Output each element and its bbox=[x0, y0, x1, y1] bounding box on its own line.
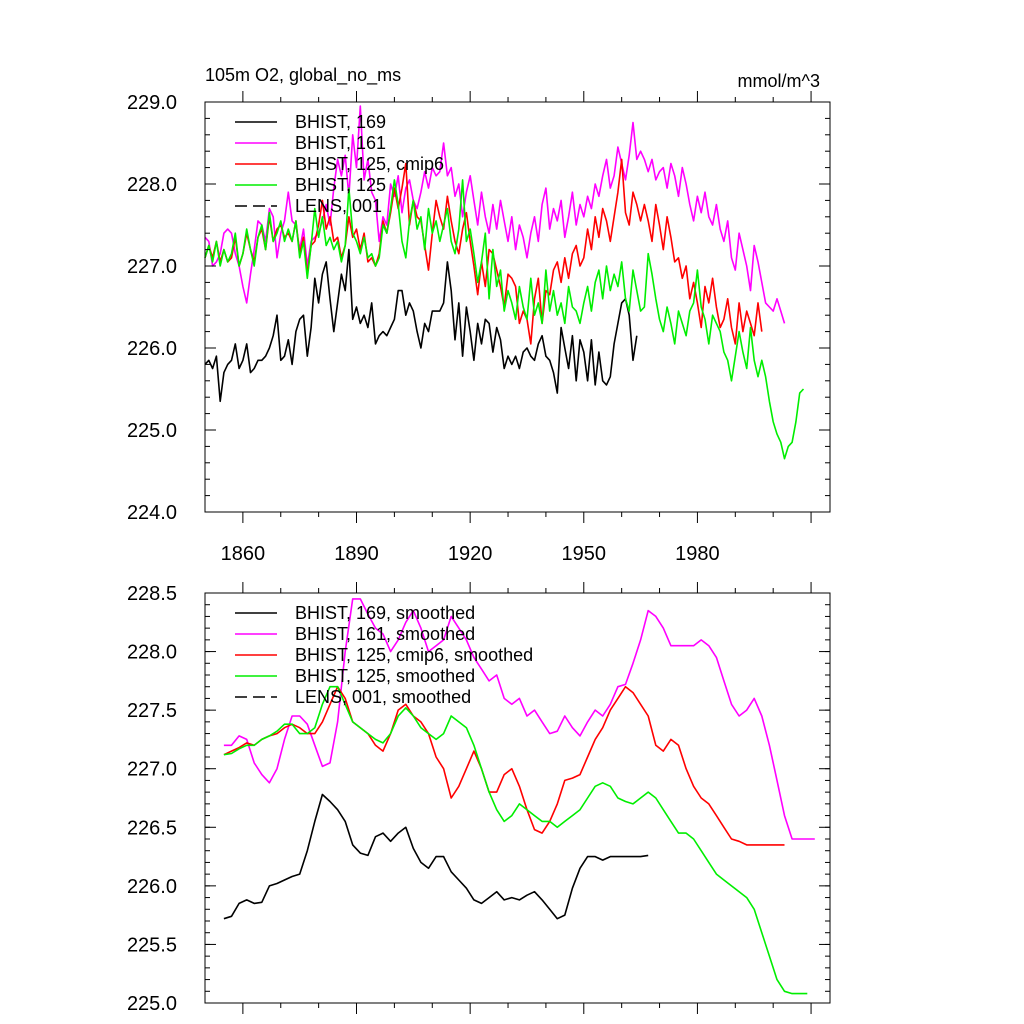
bottom-y-tick-label: 227.0 bbox=[127, 759, 177, 781]
top-ticks-layer: 224.0 225.0 226.0 227.0 228.0 229.0 1860 1890 19… bbox=[127, 91, 830, 565]
top-series-line-4 bbox=[204, 179, 805, 460]
bottom-series-line-3 bbox=[223, 685, 785, 846]
bottom-plot-frame bbox=[204, 592, 831, 1004]
bottom-series-layer bbox=[223, 598, 815, 995]
top-y-tick-label: 224.0 bbox=[127, 502, 177, 524]
top-x-tick-label: 1920 bbox=[448, 543, 493, 565]
bottom-y-tick-label: 228.5 bbox=[127, 583, 177, 605]
top-y-tick-label: 225.0 bbox=[127, 420, 177, 442]
bottom-legend-label: LENS, 001, smoothed bbox=[295, 687, 471, 707]
top-legend-label: BHIST, 125 bbox=[295, 175, 386, 195]
top-series-line-2 bbox=[204, 105, 786, 324]
top-legend-label: BHIST, 125, cmip6 bbox=[295, 154, 444, 174]
bottom-y-tick-label: 226.5 bbox=[127, 817, 177, 839]
top-y-tick-label: 228.0 bbox=[127, 174, 177, 196]
bottom-legend-label: BHIST, 161, smoothed bbox=[295, 624, 475, 644]
top-plot-frame bbox=[204, 101, 831, 513]
bottom-series-line-4 bbox=[223, 685, 808, 995]
bottom-y-tick-label: 227.5 bbox=[127, 700, 177, 722]
top-y-tick-label: 229.0 bbox=[127, 92, 177, 114]
bottom-y-tick-label: 225.0 bbox=[127, 993, 177, 1015]
bottom-y-tick-label: 228.0 bbox=[127, 642, 177, 664]
top-chart-title: 105m O2, global_no_ms bbox=[205, 65, 401, 86]
bottom-series-line-1 bbox=[223, 793, 649, 920]
bottom-legend-label: BHIST, 125, cmip6, smoothed bbox=[295, 645, 533, 665]
top-x-tick-label: 1860 bbox=[221, 543, 266, 565]
bottom-ticks-layer: 225.0 225.5 226.0 226.5 227.0 227.5 228.0 228.5 bbox=[127, 582, 830, 1015]
bottom-y-tick-label: 225.5 bbox=[127, 934, 177, 956]
bottom-y-tick-label: 226.0 bbox=[127, 876, 177, 898]
bottom-series-line-2 bbox=[223, 598, 815, 840]
top-series-line-1 bbox=[204, 248, 638, 403]
top-panel: 105m O2, global_no_ms mmol/m^3 224.0 225.… bbox=[127, 65, 831, 565]
top-x-tick-label: 1890 bbox=[334, 543, 379, 565]
top-x-tick-label: 1980 bbox=[675, 543, 720, 565]
bottom-panel: 225.0 225.5 226.0 226.5 227.0 227.5 228.0 228.5… bbox=[127, 582, 831, 1015]
top-y-tick-label: 226.0 bbox=[127, 338, 177, 360]
top-x-tick-label: 1950 bbox=[562, 543, 607, 565]
top-legend-label: BHIST, 169 bbox=[295, 112, 386, 132]
bottom-legend-label: BHIST, 169, smoothed bbox=[295, 603, 475, 623]
top-chart-units: mmol/m^3 bbox=[738, 71, 820, 91]
top-series-layer bbox=[204, 105, 805, 460]
top-legend-label: LENS, 001 bbox=[295, 196, 382, 216]
top-y-tick-label: 227.0 bbox=[127, 256, 177, 278]
top-legend-label: BHIST, 161 bbox=[295, 133, 386, 153]
bottom-legend-label: BHIST, 125, smoothed bbox=[295, 666, 475, 686]
